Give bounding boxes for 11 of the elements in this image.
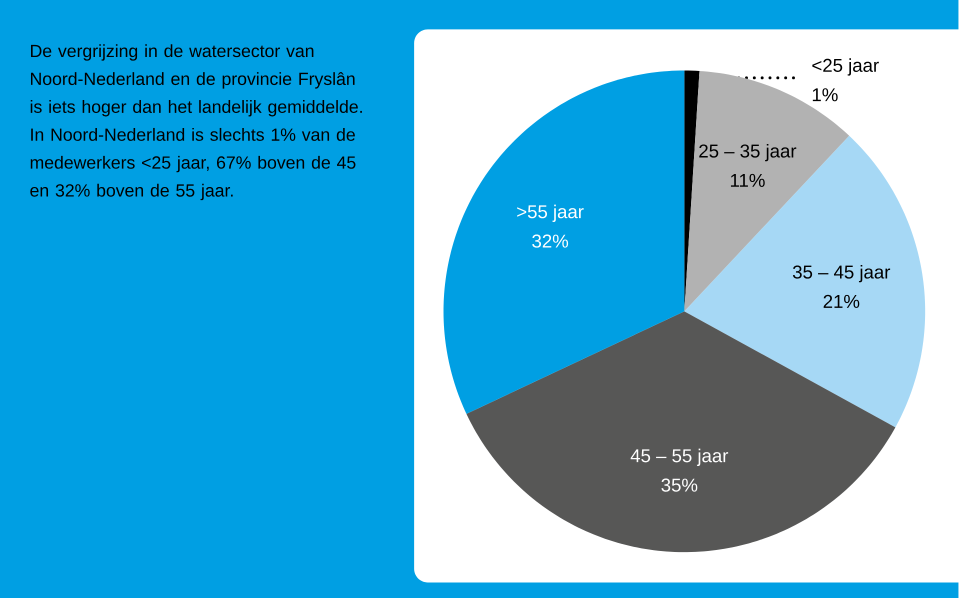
slice-label: <25 jaar [812,58,879,76]
slice-label: 45 – 55 jaar [630,448,728,466]
slice-label: >55 jaar [517,204,584,222]
data-label: 21% [824,294,860,308]
slice-label: 35 – 45 jaar [792,264,890,282]
text: De vergrijzing in de watersector van Noord-Nederland en de provincie Fryslân is iets hoger dan het landelijk gemiddelde. In Noord-Nederland is slechts 1% van de medewerkers <25 jaar, 67% boven de 45 en 32% boven de 55 jaar. [30,44,362,200]
data-label: 1% [812,88,838,102]
slice-label: 25 – 35 jaar [699,144,796,162]
data-label: 11% [730,174,765,187]
data-label: 35% [661,478,698,492]
data-label: 32% [532,234,568,248]
